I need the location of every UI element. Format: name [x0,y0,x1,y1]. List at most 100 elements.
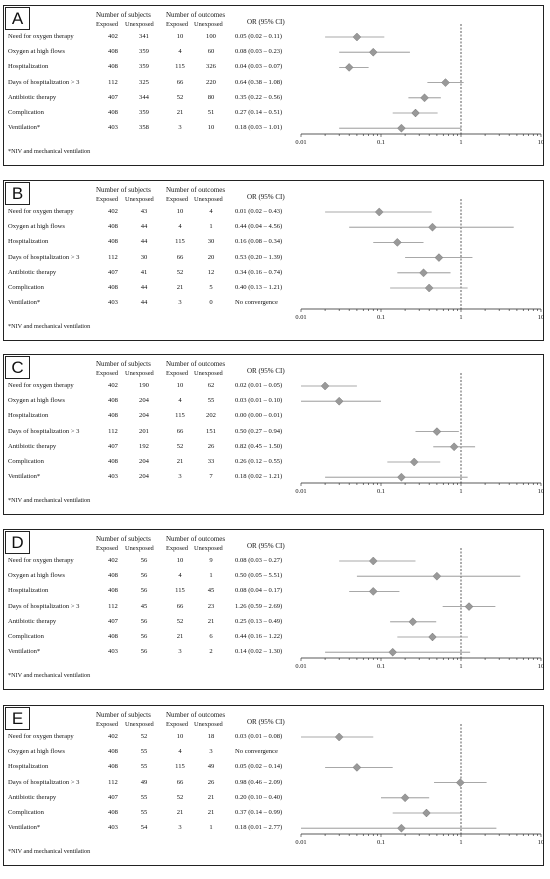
outcome-label: Antibiotic therapy [8,617,57,625]
or-ci-value: 0.35 (0.22 – 0.56) [235,93,283,101]
outcomes-exposed-value: 4 [178,748,182,756]
outcome-label: Complication [8,284,44,291]
x-tick-label: 0.1 [377,488,385,495]
subjects-unexposed-value: 201 [139,427,149,435]
or-ci-value: 0.18 (0.01 – 2.77) [235,824,283,832]
subjects-unexposed-value: 30 [140,253,148,261]
outcomes-header: Number of outcomes [166,11,226,19]
subjects-unexposed-value: 55 [140,793,148,801]
forest-panel-a: A Number of subjects Number of outcomes OR … [3,5,544,166]
outcomes-exposed-value: 4 [178,397,182,405]
or-ci-value: 0.02 (0.01 – 0.05) [235,382,283,389]
subjects-exposed-value: 408 [108,587,118,595]
subjects-exposed-value: 403 [108,648,118,656]
outcome-label: Oxygen at high flows [8,572,65,580]
footnote: *NIV and mechanical ventilation [8,848,91,855]
footnote: *NIV and mechanical ventilation [8,497,91,504]
table-row: Days of hospitalization > 3 112 45 66 23 1.26… [4,600,543,614]
table-row: Complication 408 204 21 33 0.26 (0.12 – 0.55) [4,455,543,469]
or-point-marker [334,732,344,742]
table-row: Need for oxygen therapy 402 341 10 100 0.05 (… [4,30,543,44]
outcomes-header: Number of outcomes [166,535,226,543]
outcome-label: Hospitalization [8,587,49,595]
or-point-marker [397,123,406,133]
subjects-header: Number of subjects [96,535,151,543]
or-ci-value: 0.40 (0.13 – 1.21) [235,284,283,291]
panel-letter: E [5,707,30,730]
x-tick-label: 10 [538,314,544,321]
or-ci-value: No convergence [235,748,278,756]
outcome-label: Complication [8,458,44,465]
subjects-unexposed-value: 325 [139,78,149,86]
subjects-unexposed-value: 56 [140,557,148,564]
outcomes-exposed-value: 66 [176,427,184,435]
or-ci-value: 0.64 (0.38 – 1.08) [235,78,283,86]
subjects-header: Number of subjects [96,360,151,368]
subjects-exposed-value: 408 [108,397,118,405]
or-point-marker [455,778,465,787]
or-ci-value: 0.98 (0.46 – 2.09) [235,778,283,786]
outcomes-unexposed-value: 4 [209,208,213,215]
table-row: Ventilation* 403 56 3 2 0.14 (0.02 – 1.30) [4,645,543,659]
or-point-marker [449,442,459,452]
table-row: Hospitalization 408 204 115 202 0.00 (0.00 – … [4,409,543,423]
panel-letter: C [5,356,30,379]
subjects-unexposed-header: Unexposed [125,196,154,203]
subjects-unexposed-value: 55 [140,748,148,756]
subjects-exposed-value: 408 [108,63,118,71]
or-point-marker [320,381,330,391]
outcomes-exposed-value: 52 [176,442,184,450]
subjects-unexposed-value: 190 [139,382,149,389]
outcomes-exposed-header: Exposed [166,545,189,552]
table-row: Hospitalization 408 359 115 326 0.04 (0.03 – … [4,60,543,74]
subjects-exposed-value: 112 [108,602,118,610]
subjects-exposed-value: 408 [108,238,118,246]
footnote: *NIV and mechanical ventilation [8,148,91,155]
subjects-exposed-header: Exposed [96,21,119,28]
outcomes-exposed-value: 115 [175,587,185,595]
or-point-marker [408,617,418,627]
subjects-exposed-value: 403 [108,824,118,832]
outcome-label: Oxygen at high flows [8,48,65,56]
outcomes-unexposed-value: 5 [209,284,213,291]
table-row: Oxygen at high flows 408 204 4 55 0.03 (0.01 … [4,394,543,408]
subjects-unexposed-header: Unexposed [125,721,154,728]
outcome-label: Complication [8,809,44,816]
x-tick-label: 0.1 [377,139,385,146]
or-ci-value: 0.44 (0.16 – 1.22) [235,633,283,640]
subjects-unexposed-value: 204 [139,458,149,465]
outcomes-exposed-value: 66 [176,78,184,86]
outcomes-exposed-value: 10 [176,733,184,740]
outcome-label: Antibiotic therapy [8,793,57,801]
outcome-label: Need for oxygen therapy [8,733,74,740]
subjects-exposed-value: 407 [108,793,118,801]
outcomes-exposed-value: 10 [176,208,184,215]
subjects-unexposed-value: 41 [140,268,148,276]
outcome-label: Need for oxygen therapy [8,208,74,215]
forest-plot-area: 0.01 0.1 1 10 [295,373,544,495]
outcome-label: Antibiotic therapy [8,93,57,101]
or-point-marker [428,632,437,642]
or-point-marker [368,47,378,57]
or-ci-header: OR (95% CI) [247,542,285,550]
outcome-label: Days of hospitalization > 3 [8,253,80,261]
outcomes-unexposed-value: 9 [209,557,213,564]
subjects-header: Number of subjects [96,11,151,19]
subjects-unexposed-value: 359 [139,63,149,71]
outcome-label: Ventilation* [8,473,41,481]
subjects-exposed-value: 408 [108,412,118,420]
outcomes-exposed-value: 115 [175,763,185,771]
x-tick-label: 10 [538,139,544,146]
subjects-exposed-value: 407 [108,442,118,450]
x-tick-label: 1 [459,314,462,321]
forest-panel-c: C Number of subjects Number of outcomes OR … [3,354,544,515]
or-point-marker [464,602,474,611]
outcome-label: Oxygen at high flows [8,223,65,231]
table-row: Days of hospitalization > 3 112 325 66 220 0.… [4,76,543,90]
table-row: Hospitalization 408 56 115 45 0.08 (0.04 – 0.… [4,584,543,598]
subjects-unexposed-value: 56 [140,587,148,595]
table-row: Antibiotic therapy 407 41 52 12 0.34 (0.16 – … [4,266,543,280]
subjects-exposed-value: 408 [108,572,118,580]
outcomes-exposed-value: 4 [178,572,182,580]
outcomes-unexposed-header: Unexposed [194,545,223,552]
